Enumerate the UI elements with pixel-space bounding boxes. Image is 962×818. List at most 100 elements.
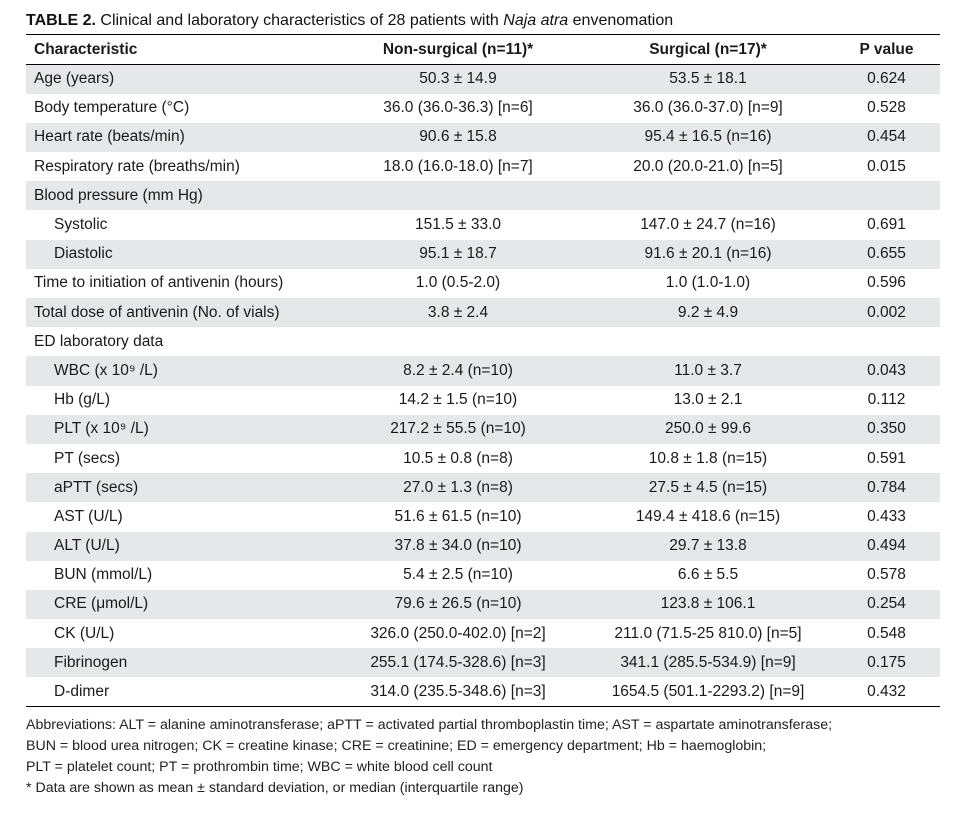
cell-surgical	[583, 327, 833, 356]
header-characteristic: Characteristic	[34, 40, 138, 58]
cell-characteristic: Hb (g/L)	[54, 391, 110, 409]
table-notes: Abbreviations: ALT = alanine aminotransf…	[26, 715, 940, 799]
table-row: Hb (g/L) 14.2 ± 1.5 (n=10) 13.0 ± 2.1 0.112	[26, 386, 940, 415]
cell-p-value: 0.175	[867, 653, 906, 671]
cell-non-surgical: 79.6 ± 26.5 (n=10)	[394, 595, 522, 613]
caption-species: Naja atra	[503, 12, 569, 29]
cell-p-value: 0.655	[867, 245, 906, 263]
cell-surgical: 11.0 ± 3.7	[674, 361, 742, 379]
table-body: Age (years) 50.3 ± 14.9 53.5 ± 18.1 0.624 Bo…	[26, 64, 940, 707]
cell-surgical: 13.0 ± 2.1	[673, 391, 743, 409]
cell-non-surgical: 151.5 ± 33.0	[414, 216, 502, 234]
table-row: CK (U/L) 326.0 (250.0-402.0) [n=2] 211.0 (…	[26, 619, 940, 648]
cell-non-surgical: 51.6 ± 61.5 (n=10)	[394, 507, 522, 525]
table-row: ALT (U/L) 37.8 ± 34.0 (n=10) 29.7 ± 13.8 0.…	[26, 531, 940, 561]
cell-non-surgical: 5.4 ± 2.5 (n=10)	[403, 566, 513, 584]
cell-non-surgical: 10.5 ± 0.8 (n=8)	[403, 449, 513, 467]
header-surgical: Surgical (n=17)*	[649, 40, 767, 58]
table-label: TABLE 2.	[26, 12, 96, 29]
cell-non-surgical: 14.2 ± 1.5 (n=10)	[398, 391, 518, 409]
header-row: Characteristic Non-surgical (n=11)* Surg…	[26, 34, 940, 65]
abbreviations-line-1: Abbreviations: ALT = alanine aminotransf…	[26, 717, 833, 734]
caption-text-end: envenomation	[572, 12, 674, 29]
cell-characteristic: Respiratory rate (breaths/min)	[34, 157, 240, 175]
cell-characteristic: Total dose of antivenin (No. of vials)	[34, 303, 280, 321]
cell-p-value: 0.350	[867, 420, 906, 438]
cell-p-value: 0.454	[867, 128, 906, 146]
cell-surgical: 341.1 (285.5-534.9) [n=9]	[620, 653, 796, 671]
abbreviations-line-2: BUN = blood urea nitrogen; CK = creatine…	[26, 738, 767, 755]
cell-non-surgical	[333, 181, 583, 210]
cell-characteristic: Blood pressure (mm Hg)	[34, 186, 203, 204]
cell-characteristic: PT (secs)	[54, 449, 121, 467]
table-row: aPTT (secs) 27.0 ± 1.3 (n=8) 27.5 ± 4.5 (n…	[26, 473, 940, 503]
table-caption: TABLE 2. Clinical and laboratory charact…	[26, 8, 940, 34]
cell-p-value: 0.494	[867, 537, 906, 555]
table-row: PT (secs) 10.5 ± 0.8 (n=8) 10.8 ± 1.8 (n=1…	[26, 444, 940, 473]
table-row: AST (U/L) 51.6 ± 61.5 (n=10) 149.4 ± 418.6…	[26, 502, 940, 531]
cell-p-value: 0.596	[867, 274, 906, 292]
cell-characteristic: ALT (U/L)	[54, 537, 120, 555]
cell-p-value: 0.578	[867, 566, 906, 584]
cell-characteristic: ED laboratory data	[34, 332, 164, 350]
cell-non-surgical: 95.1 ± 18.7	[419, 245, 497, 263]
cell-p-value: 0.784	[867, 478, 906, 496]
cell-surgical: 6.6 ± 5.5	[677, 566, 739, 584]
cell-surgical: 91.6 ± 20.1 (n=16)	[644, 245, 772, 263]
cell-non-surgical: 3.8 ± 2.4	[427, 303, 489, 321]
cell-characteristic: WBC (x 10⁹ /L)	[54, 361, 158, 379]
cell-surgical: 149.4 ± 418.6 (n=15)	[635, 507, 781, 525]
cell-p-value: 0.015	[867, 157, 906, 175]
cell-p-value: 0.043	[867, 361, 906, 379]
cell-surgical: 20.0 (20.0-21.0) [n=5]	[633, 157, 783, 175]
cell-surgical: 123.8 ± 106.1	[660, 595, 756, 613]
cell-surgical: 36.0 (36.0-37.0) [n=9]	[633, 99, 783, 117]
cell-non-surgical: 90.6 ± 15.8	[419, 128, 497, 146]
cell-characteristic: CRE (μmol/L)	[54, 595, 149, 613]
table-row: Time to initiation of antivenin (hours) 1…	[26, 269, 940, 298]
table-row: Fibrinogen 255.1 (174.5-328.6) [n=3] 341.1…	[26, 648, 940, 678]
table-row: Total dose of antivenin (No. of vials) 3.…	[26, 298, 940, 328]
cell-non-surgical: 27.0 ± 1.3 (n=8)	[403, 478, 513, 496]
cell-non-surgical: 314.0 (235.5-348.6) [n=3]	[370, 682, 546, 700]
cell-surgical: 53.5 ± 18.1	[669, 70, 747, 88]
cell-non-surgical: 36.0 (36.0-36.3) [n=6]	[383, 99, 533, 117]
table-row: Diastolic 95.1 ± 18.7 91.6 ± 20.1 (n=16) 0.…	[26, 239, 940, 269]
cell-characteristic: Body temperature (°C)	[34, 99, 190, 117]
cell-characteristic: BUN (mmol/L)	[54, 566, 153, 584]
table-row: Heart rate (beats/min) 90.6 ± 15.8 95.4 ± …	[26, 122, 940, 153]
table-row: Systolic 151.5 ± 33.0 147.0 ± 24.7 (n=16) 0…	[26, 210, 940, 239]
cell-p-value: 0.254	[867, 595, 906, 613]
cell-p-value: 0.002	[867, 303, 906, 321]
cell-p-value: 0.528	[867, 99, 906, 117]
cell-non-surgical: 255.1 (174.5-328.6) [n=3]	[370, 653, 546, 671]
table-row: Respiratory rate (breaths/min) 18.0 (16.0…	[26, 152, 940, 181]
cell-characteristic: Heart rate (beats/min)	[34, 128, 185, 146]
cell-surgical: 27.5 ± 4.5 (n=15)	[648, 478, 768, 496]
cell-characteristic: PLT (x 10⁹ /L)	[54, 420, 149, 438]
cell-non-surgical: 18.0 (16.0-18.0) [n=7]	[383, 157, 533, 175]
table-row: BUN (mmol/L) 5.4 ± 2.5 (n=10) 6.6 ± 5.5 0.5…	[26, 561, 940, 590]
cell-characteristic: CK (U/L)	[54, 624, 115, 642]
cell-surgical: 1654.5 (501.1-2293.2) [n=9]	[611, 682, 805, 700]
caption-text: Clinical and laboratory characteristics …	[100, 12, 499, 29]
cell-surgical: 29.7 ± 13.8	[669, 537, 747, 555]
cell-p-value: 0.432	[867, 682, 906, 700]
cell-characteristic: aPTT (secs)	[54, 478, 139, 496]
table-row: ED laboratory data	[26, 327, 940, 356]
cell-characteristic: Diastolic	[54, 245, 113, 263]
cell-characteristic: Systolic	[54, 216, 108, 234]
cell-p-value: 0.691	[867, 216, 906, 234]
cell-surgical: 211.0 (71.5-25 810.0) [n=5]	[614, 624, 802, 642]
cell-surgical: 10.8 ± 1.8 (n=15)	[648, 449, 768, 467]
cell-p-value: 0.591	[867, 449, 906, 467]
footnote: * Data are shown as mean ± standard devi…	[26, 780, 524, 797]
cell-characteristic: Fibrinogen	[54, 653, 128, 671]
cell-surgical: 9.2 ± 4.9	[677, 303, 739, 321]
header-non-surgical: Non-surgical (n=11)*	[382, 40, 534, 58]
cell-non-surgical: 37.8 ± 34.0 (n=10)	[394, 537, 522, 555]
table-row: PLT (x 10⁹ /L) 217.2 ± 55.5 (n=10) 250.0 ±…	[26, 414, 940, 444]
cell-surgical: 95.4 ± 16.5 (n=16)	[644, 128, 772, 146]
abbreviations-line-3: PLT = platelet count; PT = prothrombin t…	[26, 759, 493, 776]
cell-surgical	[583, 181, 833, 210]
